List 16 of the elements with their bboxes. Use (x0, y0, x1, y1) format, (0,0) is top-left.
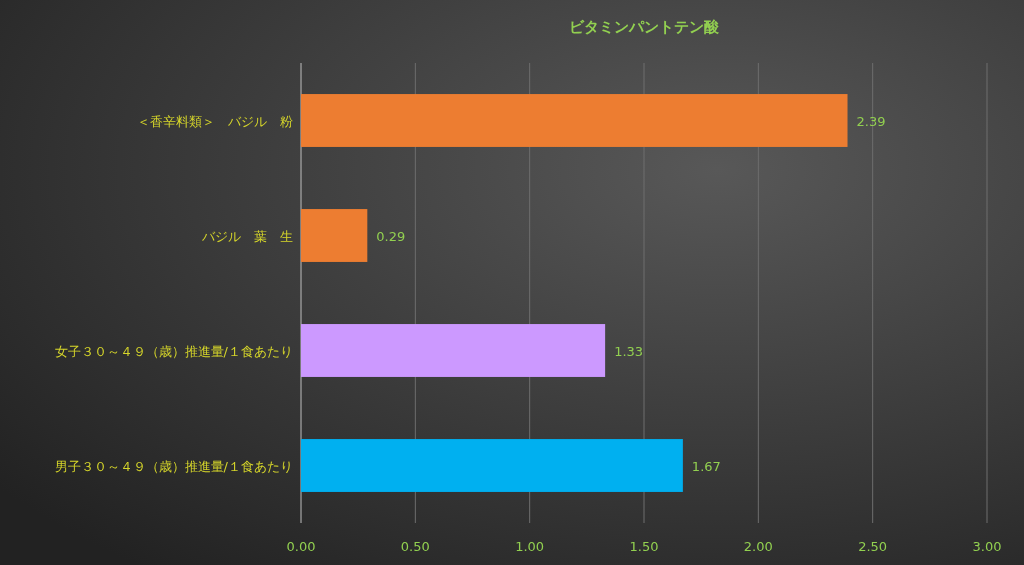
y-tick-label: バジル 葉 生 (201, 228, 293, 244)
data-label: 1.33 (614, 343, 644, 359)
x-tick-label: 1.50 (629, 539, 659, 554)
x-tick-label: 1.00 (515, 539, 545, 554)
data-label: 1.67 (691, 458, 721, 474)
y-tick-label: ＜香辛料類＞ バジル 粉 (137, 113, 293, 129)
y-tick-label: 男子３０～４９（歳）推進量/１食あたり (54, 458, 293, 474)
x-tick-label: 2.50 (858, 539, 888, 554)
x-tick-label: 0.50 (400, 539, 430, 554)
x-tick-label: 2.00 (743, 539, 773, 554)
chart-title: ビタミンパントテン酸 (569, 18, 720, 36)
x-tick-label: 0.00 (286, 539, 316, 554)
y-tick-label: 女子３０～４９（歳）推進量/１食あたり (54, 343, 293, 359)
data-label: 0.29 (376, 228, 406, 244)
x-tick-label: 3.00 (972, 539, 1002, 554)
data-label: 2.39 (856, 113, 886, 129)
